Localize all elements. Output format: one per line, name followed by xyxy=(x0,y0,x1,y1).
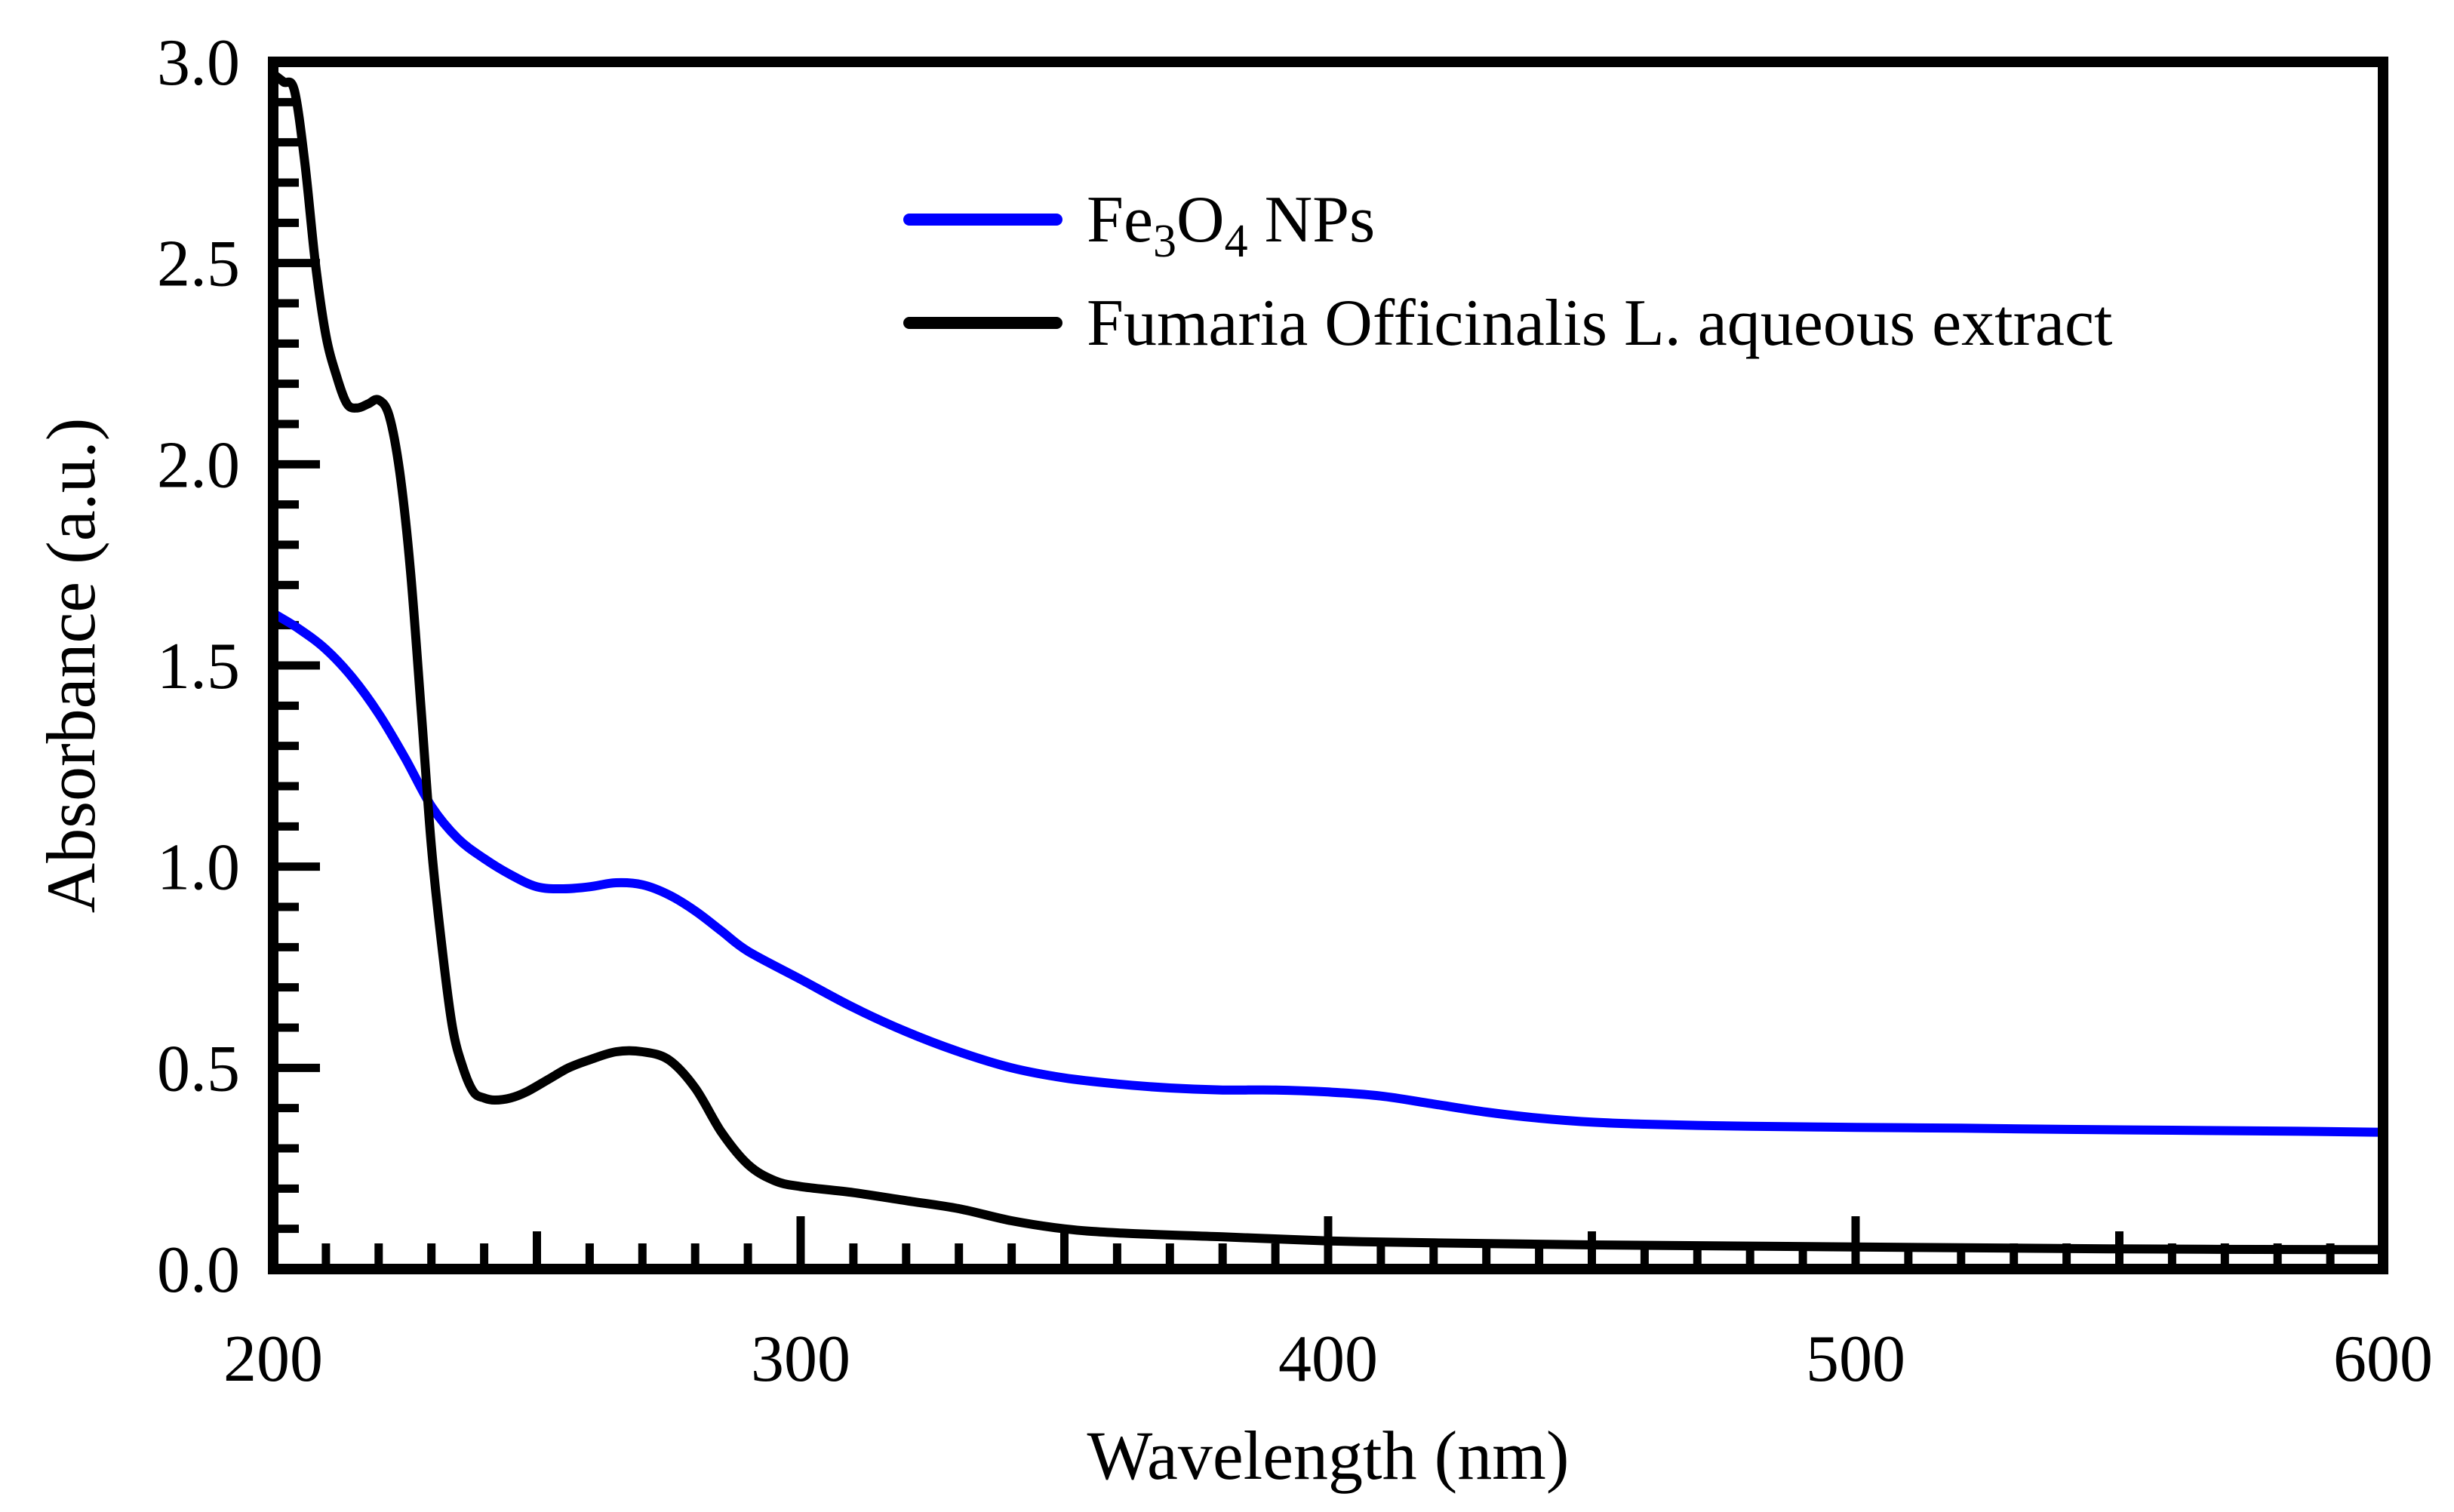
x-tick-label: 200 xyxy=(223,1323,323,1396)
y-tick-label: 0.5 xyxy=(157,1032,240,1105)
y-tick-label: 1.0 xyxy=(157,831,240,905)
y-tick-label: 0.0 xyxy=(157,1234,240,1307)
y-axis-label: Absorbance (a.u.) xyxy=(32,418,109,914)
series-line-fe3o4-nps xyxy=(269,608,2388,1137)
x-tick-label: 500 xyxy=(1806,1323,1905,1396)
x-tick-label: 400 xyxy=(1278,1323,1378,1396)
x-axis-label: Wavelength (nm) xyxy=(1087,1417,1570,1494)
legend: Fe3O4 NPs Fumaria Officinalis L. aqueous … xyxy=(903,183,2113,360)
x-tick-labels: 200 300 400 500 600 xyxy=(223,1323,2433,1396)
x-tick-label: 600 xyxy=(2333,1323,2433,1396)
legend-label: Fe3O4 NPs xyxy=(1087,183,1375,267)
x-tick-label: 300 xyxy=(751,1323,850,1396)
series-lines xyxy=(269,69,2388,1255)
y-tick-labels: 0.0 0.5 1.0 1.5 2.0 2.5 3.0 xyxy=(157,26,240,1307)
series-line-fumaria-extract xyxy=(269,69,2388,1255)
y-tick-label: 1.5 xyxy=(157,630,240,703)
plot-frame xyxy=(268,57,2388,1274)
y-tick-label: 2.5 xyxy=(157,228,240,301)
y-tick-label: 3.0 xyxy=(157,26,240,100)
legend-label: Fumaria Officinalis L. aqueous extract xyxy=(1087,287,2113,360)
y-tick-label: 2.0 xyxy=(157,429,240,502)
